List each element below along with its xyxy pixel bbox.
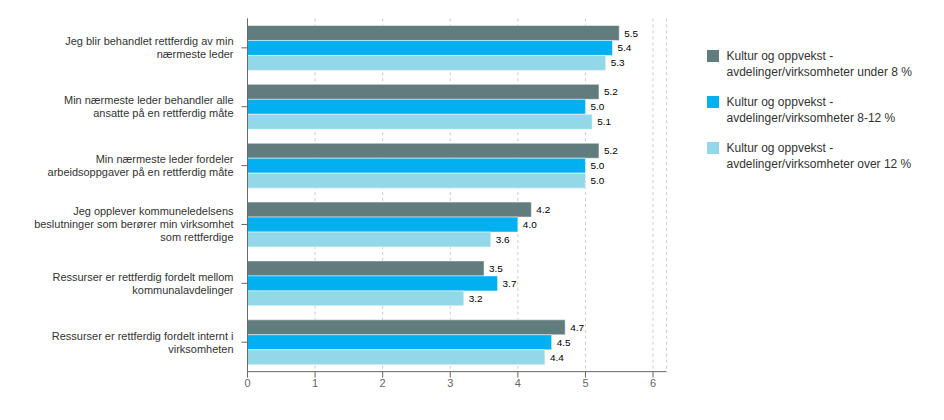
svg-text:Min nærmeste leder fordelerarb: Min nærmeste leder fordelerarbeidsoppgav… bbox=[48, 153, 234, 178]
svg-text:5.5: 5.5 bbox=[624, 28, 638, 39]
svg-text:5.4: 5.4 bbox=[617, 42, 631, 53]
svg-text:Ressurser er rettferdig fordel: Ressurser er rettferdig fordelt internt … bbox=[52, 330, 234, 355]
svg-text:2: 2 bbox=[380, 377, 386, 389]
svg-text:5.0: 5.0 bbox=[590, 175, 604, 186]
svg-text:5: 5 bbox=[582, 377, 588, 389]
svg-text:Ressurser er rettferdig fordel: Ressurser er rettferdig fordelt mellomko… bbox=[52, 271, 233, 296]
svg-text:4.2: 4.2 bbox=[536, 204, 550, 215]
svg-text:3: 3 bbox=[447, 377, 453, 389]
svg-text:Jeg blir behandlet rettferdig: Jeg blir behandlet rettferdig av minnærm… bbox=[65, 35, 234, 60]
svg-text:5.0: 5.0 bbox=[590, 160, 604, 171]
svg-text:4.0: 4.0 bbox=[523, 219, 537, 230]
svg-text:5.2: 5.2 bbox=[604, 145, 618, 156]
svg-text:0: 0 bbox=[244, 377, 250, 389]
svg-text:5.0: 5.0 bbox=[590, 101, 604, 112]
html-text:Kultur og oppvekst - avdelinge: Kultur og oppvekst - avdelinger/virksomh… bbox=[726, 95, 896, 125]
svg-text:3.6: 3.6 bbox=[496, 234, 510, 245]
svg-text:3.7: 3.7 bbox=[503, 278, 517, 289]
html-text:Kultur og oppvekst - avdelinge: Kultur og oppvekst - avdelinger/virksomh… bbox=[726, 141, 912, 171]
svg-text:Min nærmeste leder behandler a: Min nærmeste leder behandler alleansatte… bbox=[64, 94, 234, 119]
svg-text:4.4: 4.4 bbox=[550, 352, 564, 363]
svg-text:6: 6 bbox=[650, 377, 656, 389]
svg-text:Jeg opplever kommuneledelsensb: Jeg opplever kommuneledelsensbeslutninge… bbox=[34, 205, 234, 243]
svg-text:1: 1 bbox=[312, 377, 318, 389]
svg-text:4.5: 4.5 bbox=[557, 337, 571, 348]
svg-text:3.5: 3.5 bbox=[489, 263, 503, 274]
svg-text:4.7: 4.7 bbox=[570, 322, 584, 333]
svg-text:5.1: 5.1 bbox=[597, 116, 611, 127]
svg-text:5.2: 5.2 bbox=[604, 86, 618, 97]
svg-text:5.3: 5.3 bbox=[611, 57, 625, 68]
svg-text:4: 4 bbox=[515, 377, 521, 389]
html-text:Kultur og oppvekst - avdelinge: Kultur og oppvekst - avdelinger/virksomh… bbox=[726, 49, 912, 79]
svg-text:3.2: 3.2 bbox=[469, 293, 483, 304]
